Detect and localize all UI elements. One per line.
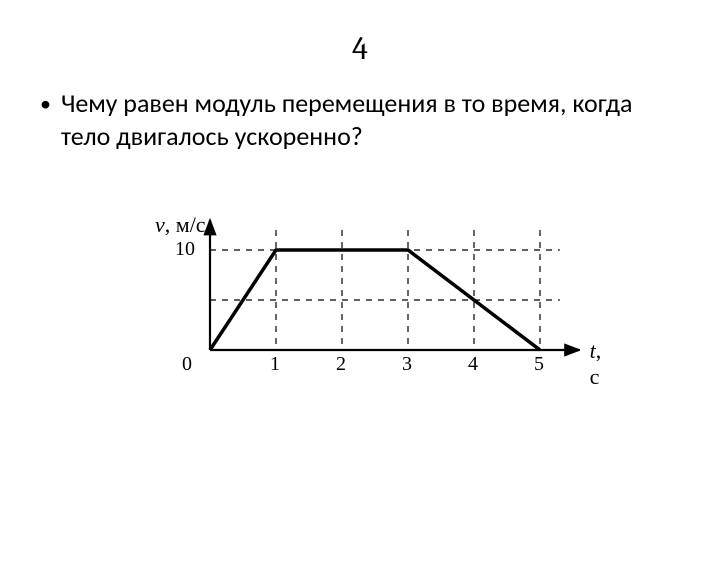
x-axis-label: t, с — [590, 338, 602, 390]
chart-svg — [150, 200, 580, 390]
x-tick-label-1: 1 — [270, 353, 280, 376]
velocity-time-chart: v, м/с t, с 10 0 1 2 3 4 5 — [150, 200, 580, 395]
x-tick-label-4: 4 — [468, 353, 478, 376]
question-text: Чему равен модуль перемещения в то время… — [61, 87, 680, 152]
y-tick-label: 10 — [175, 238, 195, 261]
y-axis-label: v, м/с — [155, 212, 206, 238]
x-tick-label-3: 3 — [402, 353, 412, 376]
question-row: • Чему равен модуль перемещения в то вре… — [0, 87, 720, 152]
x-tick-label-2: 2 — [336, 353, 346, 376]
bullet-glyph: • — [40, 87, 51, 119]
x-tick-label-5: 5 — [534, 353, 544, 376]
slide-number-title: 4 — [0, 30, 720, 67]
x-origin-label: 0 — [182, 353, 192, 376]
